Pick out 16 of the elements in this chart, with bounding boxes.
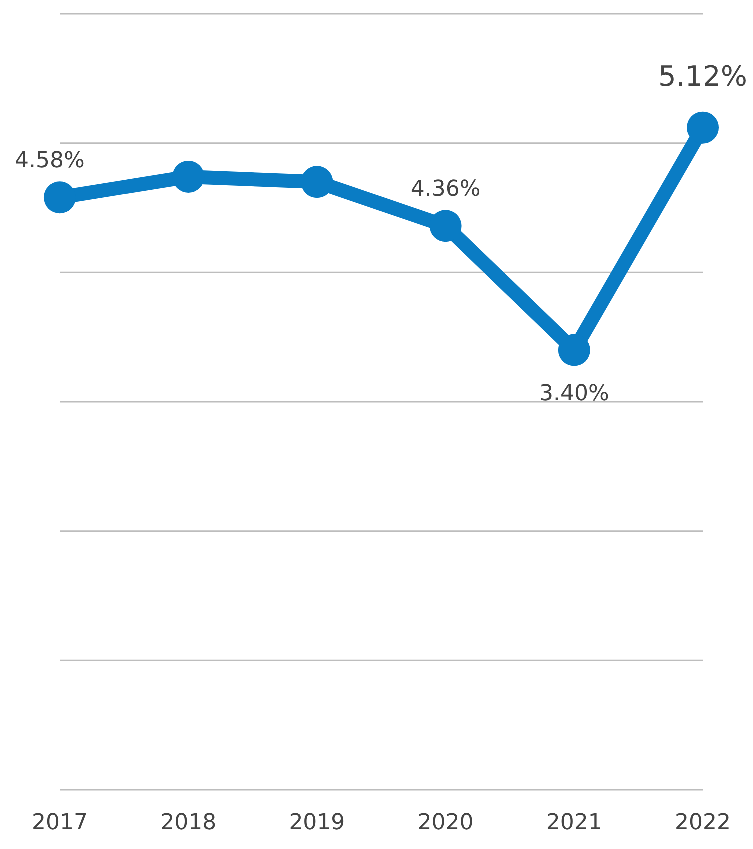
data-label: 4.36%	[410, 177, 481, 202]
x-tick-label: 2020	[418, 810, 474, 836]
data-label: 3.40%	[539, 381, 610, 406]
point	[558, 334, 590, 366]
point	[172, 160, 205, 193]
x-tick-label: 2022	[675, 810, 731, 836]
point	[430, 210, 462, 242]
x-tick-label: 2017	[32, 810, 88, 836]
x-tick-label: 2021	[546, 810, 602, 836]
point	[687, 112, 719, 144]
point	[44, 182, 76, 214]
data-label: 4.58%	[15, 148, 85, 174]
x-tick-label: 2018	[160, 810, 217, 836]
x-tick-label: 2019	[289, 810, 346, 836]
point	[301, 166, 334, 198]
data-label: 5.12%	[658, 60, 748, 93]
